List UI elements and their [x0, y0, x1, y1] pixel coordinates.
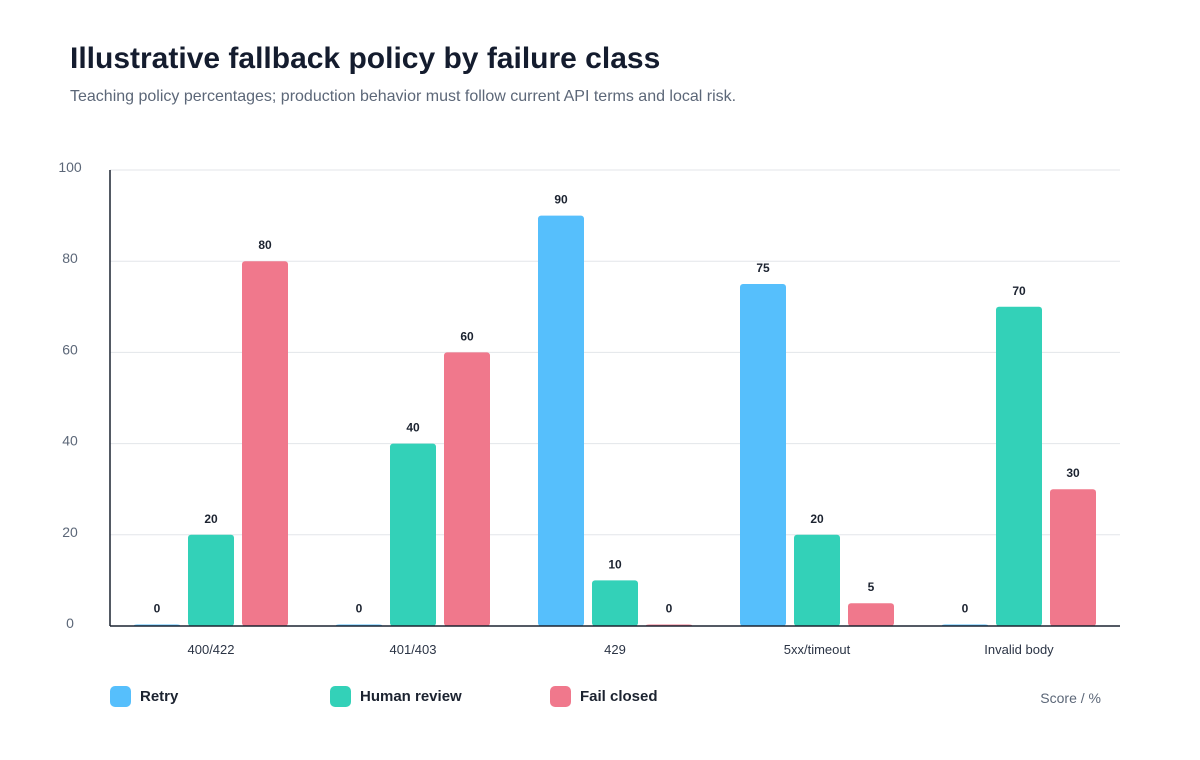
- legend-swatch-fail-closed: [550, 686, 571, 707]
- legend-label-retry: Retry: [140, 688, 179, 705]
- data-label-human-review-401-403: 40: [406, 421, 420, 435]
- x-category-label-429: 429: [604, 642, 626, 657]
- legend-swatch-human-review: [330, 686, 351, 707]
- x-category-label-invalid-body: Invalid body: [984, 642, 1054, 657]
- data-label-fail-closed-5xx-timeout: 5: [868, 580, 875, 594]
- legend-label-human-review: Human review: [360, 688, 462, 705]
- data-label-retry-401-403: 0: [356, 602, 363, 616]
- y-tick-label-100: 100: [58, 159, 82, 175]
- bar-fail-closed-invalid-body: [1050, 489, 1096, 626]
- legend-item-fail-closed: Fail closed: [550, 686, 658, 707]
- y-tick-label-60: 60: [62, 341, 78, 357]
- data-label-human-review-5xx-timeout: 20: [810, 512, 824, 526]
- y-tick-label-40: 40: [62, 433, 78, 449]
- bar-fail-closed-400-422: [242, 261, 288, 626]
- y-tick-label-80: 80: [62, 250, 78, 266]
- y-axis-ticks: 0 20 40 60 80 100: [58, 159, 82, 631]
- data-labels: 0 20 80 0 40 60 90 10 0 75 20 5 0 70 30: [154, 193, 1080, 616]
- legend-item-retry: Retry: [110, 686, 178, 707]
- data-label-fail-closed-invalid-body: 30: [1066, 466, 1080, 480]
- bar-human-review-5xx-timeout: [794, 534, 840, 626]
- data-label-human-review-400-422: 20: [204, 512, 218, 526]
- bar-human-review-401-403: [390, 443, 436, 626]
- x-category-label-400-422: 400/422: [188, 642, 235, 657]
- x-category-label-401-403: 401/403: [390, 642, 437, 657]
- bar-human-review-429: [592, 580, 638, 626]
- data-label-retry-invalid-body: 0: [962, 602, 969, 616]
- data-label-fail-closed-429: 0: [666, 602, 673, 616]
- legend: Retry Human review Fail closed: [0, 686, 1200, 714]
- data-label-retry-429: 90: [554, 193, 568, 207]
- bar-human-review-invalid-body: [996, 306, 1042, 626]
- legend-label-fail-closed: Fail closed: [580, 688, 658, 705]
- data-label-fail-closed-401-403: 60: [460, 329, 474, 343]
- data-label-human-review-invalid-body: 70: [1012, 284, 1026, 298]
- chart-subtitle: Teaching policy percentages; production …: [70, 88, 737, 105]
- unit-note: Score / %: [1040, 690, 1101, 706]
- bar-retry-429: [538, 215, 584, 626]
- bar-human-review-400-422: [188, 534, 234, 626]
- y-tick-label-20: 20: [62, 524, 78, 540]
- data-label-retry-5xx-timeout: 75: [756, 261, 770, 275]
- data-label-retry-400-422: 0: [154, 602, 161, 616]
- legend-swatch-retry: [110, 686, 131, 707]
- data-label-fail-closed-400-422: 80: [258, 238, 272, 252]
- legend-item-human-review: Human review: [330, 686, 462, 707]
- bars: [134, 215, 1096, 626]
- x-axis-categories: 400/422 401/403 429 5xx/timeout Invalid body: [188, 642, 1055, 657]
- x-category-label-5xx-timeout: 5xx/timeout: [784, 642, 851, 657]
- data-label-human-review-429: 10: [608, 557, 622, 571]
- chart-title: Illustrative fallback policy by failure …: [70, 42, 661, 75]
- bar-retry-5xx-timeout: [740, 284, 786, 626]
- bar-fail-closed-5xx-timeout: [848, 603, 894, 626]
- bar-fail-closed-401-403: [444, 352, 490, 626]
- y-tick-label-0: 0: [66, 615, 74, 631]
